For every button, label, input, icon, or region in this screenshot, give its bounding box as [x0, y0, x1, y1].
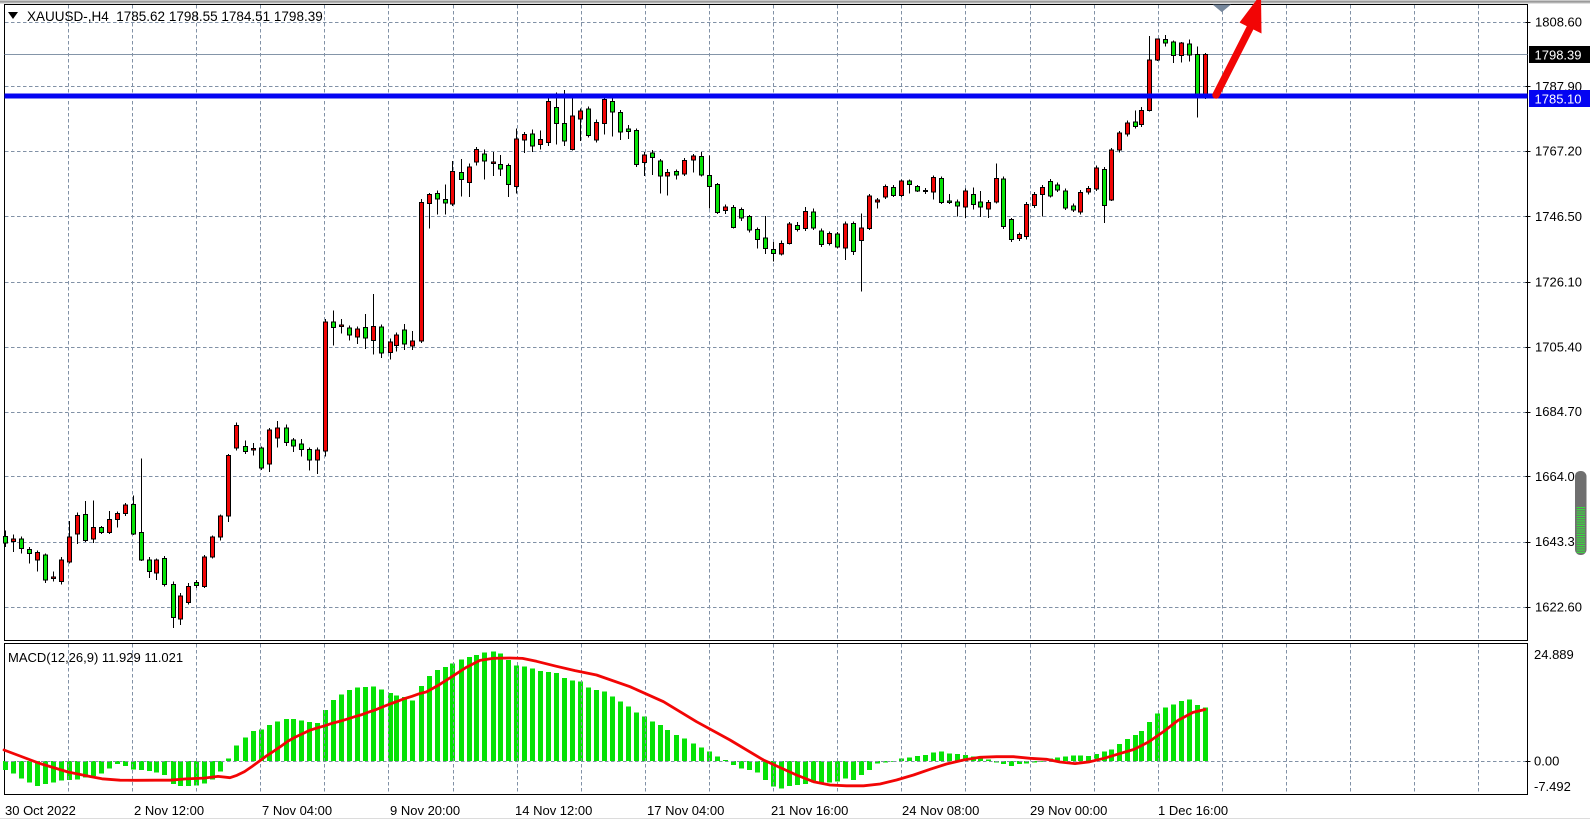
svg-text:7 Nov 04:00: 7 Nov 04:00: [262, 803, 332, 818]
svg-text:MACD(12,26,9) 11.929 11.021: MACD(12,26,9) 11.929 11.021: [8, 650, 183, 665]
svg-text:14 Nov 12:00: 14 Nov 12:00: [515, 803, 592, 818]
svg-text:0.00: 0.00: [1534, 754, 1559, 769]
svg-text:1767.20: 1767.20: [1535, 143, 1582, 158]
svg-text:1684.70: 1684.70: [1535, 404, 1582, 419]
svg-text:1622.60: 1622.60: [1535, 600, 1582, 615]
svg-text:1643.30: 1643.30: [1535, 534, 1582, 549]
svg-text:1798.39: 1798.39: [1535, 48, 1582, 63]
svg-text:17 Nov 04:00: 17 Nov 04:00: [647, 803, 724, 818]
svg-text:-7.492: -7.492: [1534, 779, 1571, 794]
svg-text:1 Dec 16:00: 1 Dec 16:00: [1158, 803, 1228, 818]
svg-text:9 Nov 20:00: 9 Nov 20:00: [390, 803, 460, 818]
svg-text:1746.50: 1746.50: [1535, 209, 1582, 224]
svg-text:21 Nov 16:00: 21 Nov 16:00: [771, 803, 848, 818]
svg-text:24.889: 24.889: [1534, 647, 1574, 662]
svg-text:2 Nov 12:00: 2 Nov 12:00: [134, 803, 204, 818]
svg-text:30 Oct 2022: 30 Oct 2022: [5, 803, 76, 818]
svg-text:1785.10: 1785.10: [1535, 92, 1582, 107]
svg-text:XAUUSD-,H4 1785.62 1798.55 17: XAUUSD-,H4 1785.62 1798.55 1784.51 1798.…: [27, 9, 323, 24]
svg-text:1705.40: 1705.40: [1535, 340, 1582, 355]
svg-text:1664.00: 1664.00: [1535, 469, 1582, 484]
svg-text:1726.10: 1726.10: [1535, 275, 1582, 290]
svg-text:29 Nov 00:00: 29 Nov 00:00: [1030, 803, 1107, 818]
svg-text:1808.60: 1808.60: [1535, 14, 1582, 29]
svg-text:24 Nov 08:00: 24 Nov 08:00: [902, 803, 979, 818]
